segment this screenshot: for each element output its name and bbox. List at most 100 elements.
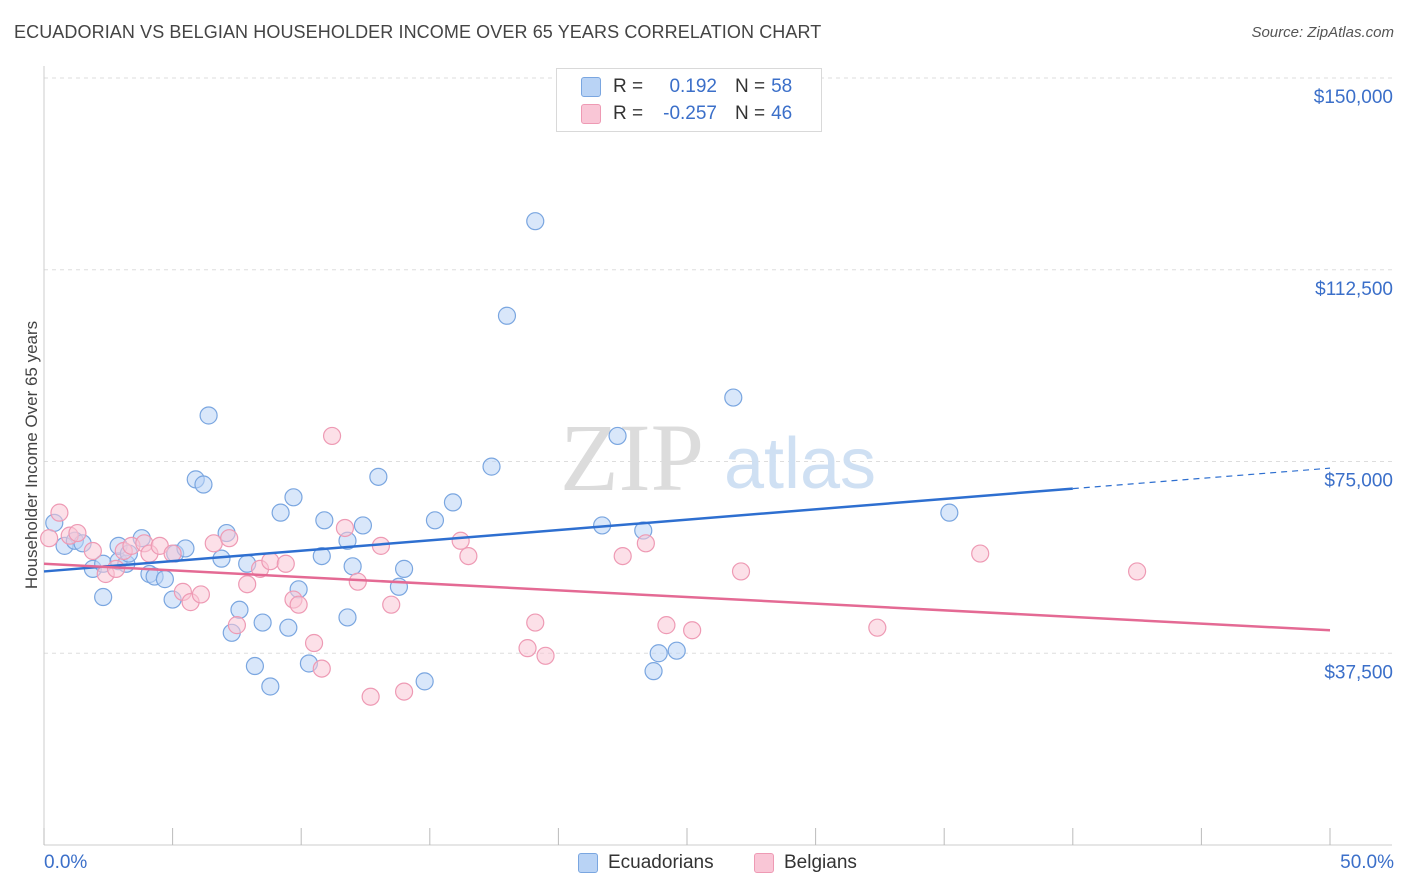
belgian-point [312, 659, 331, 678]
belgian-point [261, 552, 280, 571]
ecuadorian-point [343, 557, 362, 576]
ecuadorian-point [644, 662, 663, 681]
y-tick-label: $112,500 [1315, 279, 1393, 300]
y-tick-label: $37,500 [1324, 662, 1393, 683]
ecuadorian-point [155, 570, 174, 589]
ecuadorian-point [425, 511, 445, 530]
legend-label-ecuadorians: Ecuadorians [608, 852, 714, 873]
belgian-point [40, 529, 59, 548]
r-value: 0.192 [669, 76, 717, 97]
belgian-point [238, 575, 257, 594]
ecuadorians-legend-swatch [578, 853, 598, 873]
belgian-point [361, 687, 380, 706]
belgian-point [220, 529, 239, 548]
ecuadorian-point [271, 503, 290, 522]
belgian-point [636, 534, 655, 553]
stats-legend: R = 0.192 N = 58 R = -0.257 N = 46 [556, 68, 822, 132]
ecuadorian-point [649, 644, 668, 663]
n-value: 46 [771, 103, 793, 124]
ecuadorian-point [497, 306, 517, 325]
watermark: ZIP atlas [560, 404, 876, 511]
belgian-point [518, 639, 537, 658]
ecuadorians-swatch [581, 77, 601, 97]
belgian-point [868, 618, 887, 637]
ecuadorian-point [284, 488, 303, 507]
ecuadorian-point [338, 608, 357, 627]
belgian-point [191, 585, 210, 604]
belgian-point [394, 682, 414, 701]
trend-lines [43, 467, 1331, 632]
ecuadorian-point [482, 457, 501, 476]
watermark-zip: ZIP [560, 404, 704, 511]
x-axis-max-label: 50.0% [1340, 852, 1394, 873]
n-label: N = [735, 103, 766, 124]
ecuadorian-point [315, 511, 334, 530]
belgian-point [451, 531, 470, 550]
ecuadorian-point [667, 641, 686, 660]
belgian-point [322, 426, 342, 446]
belgian-point [731, 562, 751, 581]
grid-lines [44, 77, 1392, 654]
ecuadorian-trend-line [43, 487, 1073, 573]
ecuadorian-point [230, 600, 249, 619]
r-label: R = [613, 103, 644, 124]
belgian-point [68, 523, 87, 543]
ecuadorian-point [312, 546, 331, 566]
y-tick-labels: $37,500 $75,000 $112,500 $150,000 [1314, 87, 1393, 683]
ecuadorian-point [353, 516, 373, 535]
belgian-point [276, 554, 295, 573]
y-tick-label: $150,000 [1314, 87, 1393, 108]
belgian-point [382, 595, 401, 614]
legend-row-ecuadorians: R = 0.192 N = 58 [581, 74, 792, 100]
ecuadorian-point [394, 559, 414, 578]
belgian-point [536, 646, 555, 665]
ecuadorian-point [253, 613, 272, 632]
series-legend: Ecuadorians Belgians [0, 852, 1406, 878]
ecuadorian-point [608, 426, 627, 446]
ecuadorian-point [245, 656, 265, 676]
belgian-point [204, 534, 223, 553]
belgian-point [971, 544, 990, 563]
belgian-point [335, 518, 355, 538]
r-value: -0.257 [663, 103, 717, 124]
ecuadorian-point [369, 467, 388, 486]
axes [43, 66, 1392, 846]
belgian-point [613, 546, 632, 566]
ecuadorian-trend-extension [1072, 467, 1331, 490]
ecuadorian-point [199, 406, 218, 425]
ecuadorian-point [940, 503, 959, 522]
data-points [40, 212, 1147, 706]
ecuadorian-point [94, 587, 113, 607]
ecuadorian-point [415, 672, 434, 691]
belgian-point [1127, 562, 1147, 581]
belgians-swatch [581, 104, 601, 124]
ecuadorian-point [194, 475, 213, 494]
belgian-point [657, 616, 676, 635]
r-label: R = [613, 76, 644, 97]
belgian-point [227, 616, 246, 635]
belgians-legend-swatch [754, 853, 774, 873]
n-value: 58 [771, 76, 793, 97]
x-axis-min-label: 0.0% [44, 852, 88, 873]
belgian-point [526, 613, 545, 632]
belgian-point [304, 633, 324, 653]
belgian-point [83, 541, 102, 561]
belgian-point [683, 621, 702, 640]
ecuadorian-point [261, 677, 280, 696]
source-credit: Source: ZipAtlas.com [1251, 24, 1394, 41]
legend-label-belgians: Belgians [784, 852, 857, 873]
y-tick-label: $75,000 [1324, 471, 1393, 492]
chart-title: ECUADORIAN VS BELGIAN HOUSEHOLDER INCOME… [14, 22, 822, 42]
belgian-trend-line [43, 562, 1331, 632]
ecuadorian-point [724, 388, 743, 407]
belgian-point [459, 546, 478, 566]
ecuadorian-point [526, 212, 545, 231]
legend-item-belgians[interactable]: Belgians [754, 852, 857, 874]
legend-item-ecuadorians[interactable]: Ecuadorians [578, 852, 714, 874]
belgian-point [289, 595, 308, 614]
watermark-atlas: atlas [724, 424, 876, 504]
ecuadorian-point [443, 493, 463, 512]
legend-row-belgians: R = -0.257 N = 46 [581, 101, 792, 127]
ecuadorian-point [279, 618, 298, 637]
